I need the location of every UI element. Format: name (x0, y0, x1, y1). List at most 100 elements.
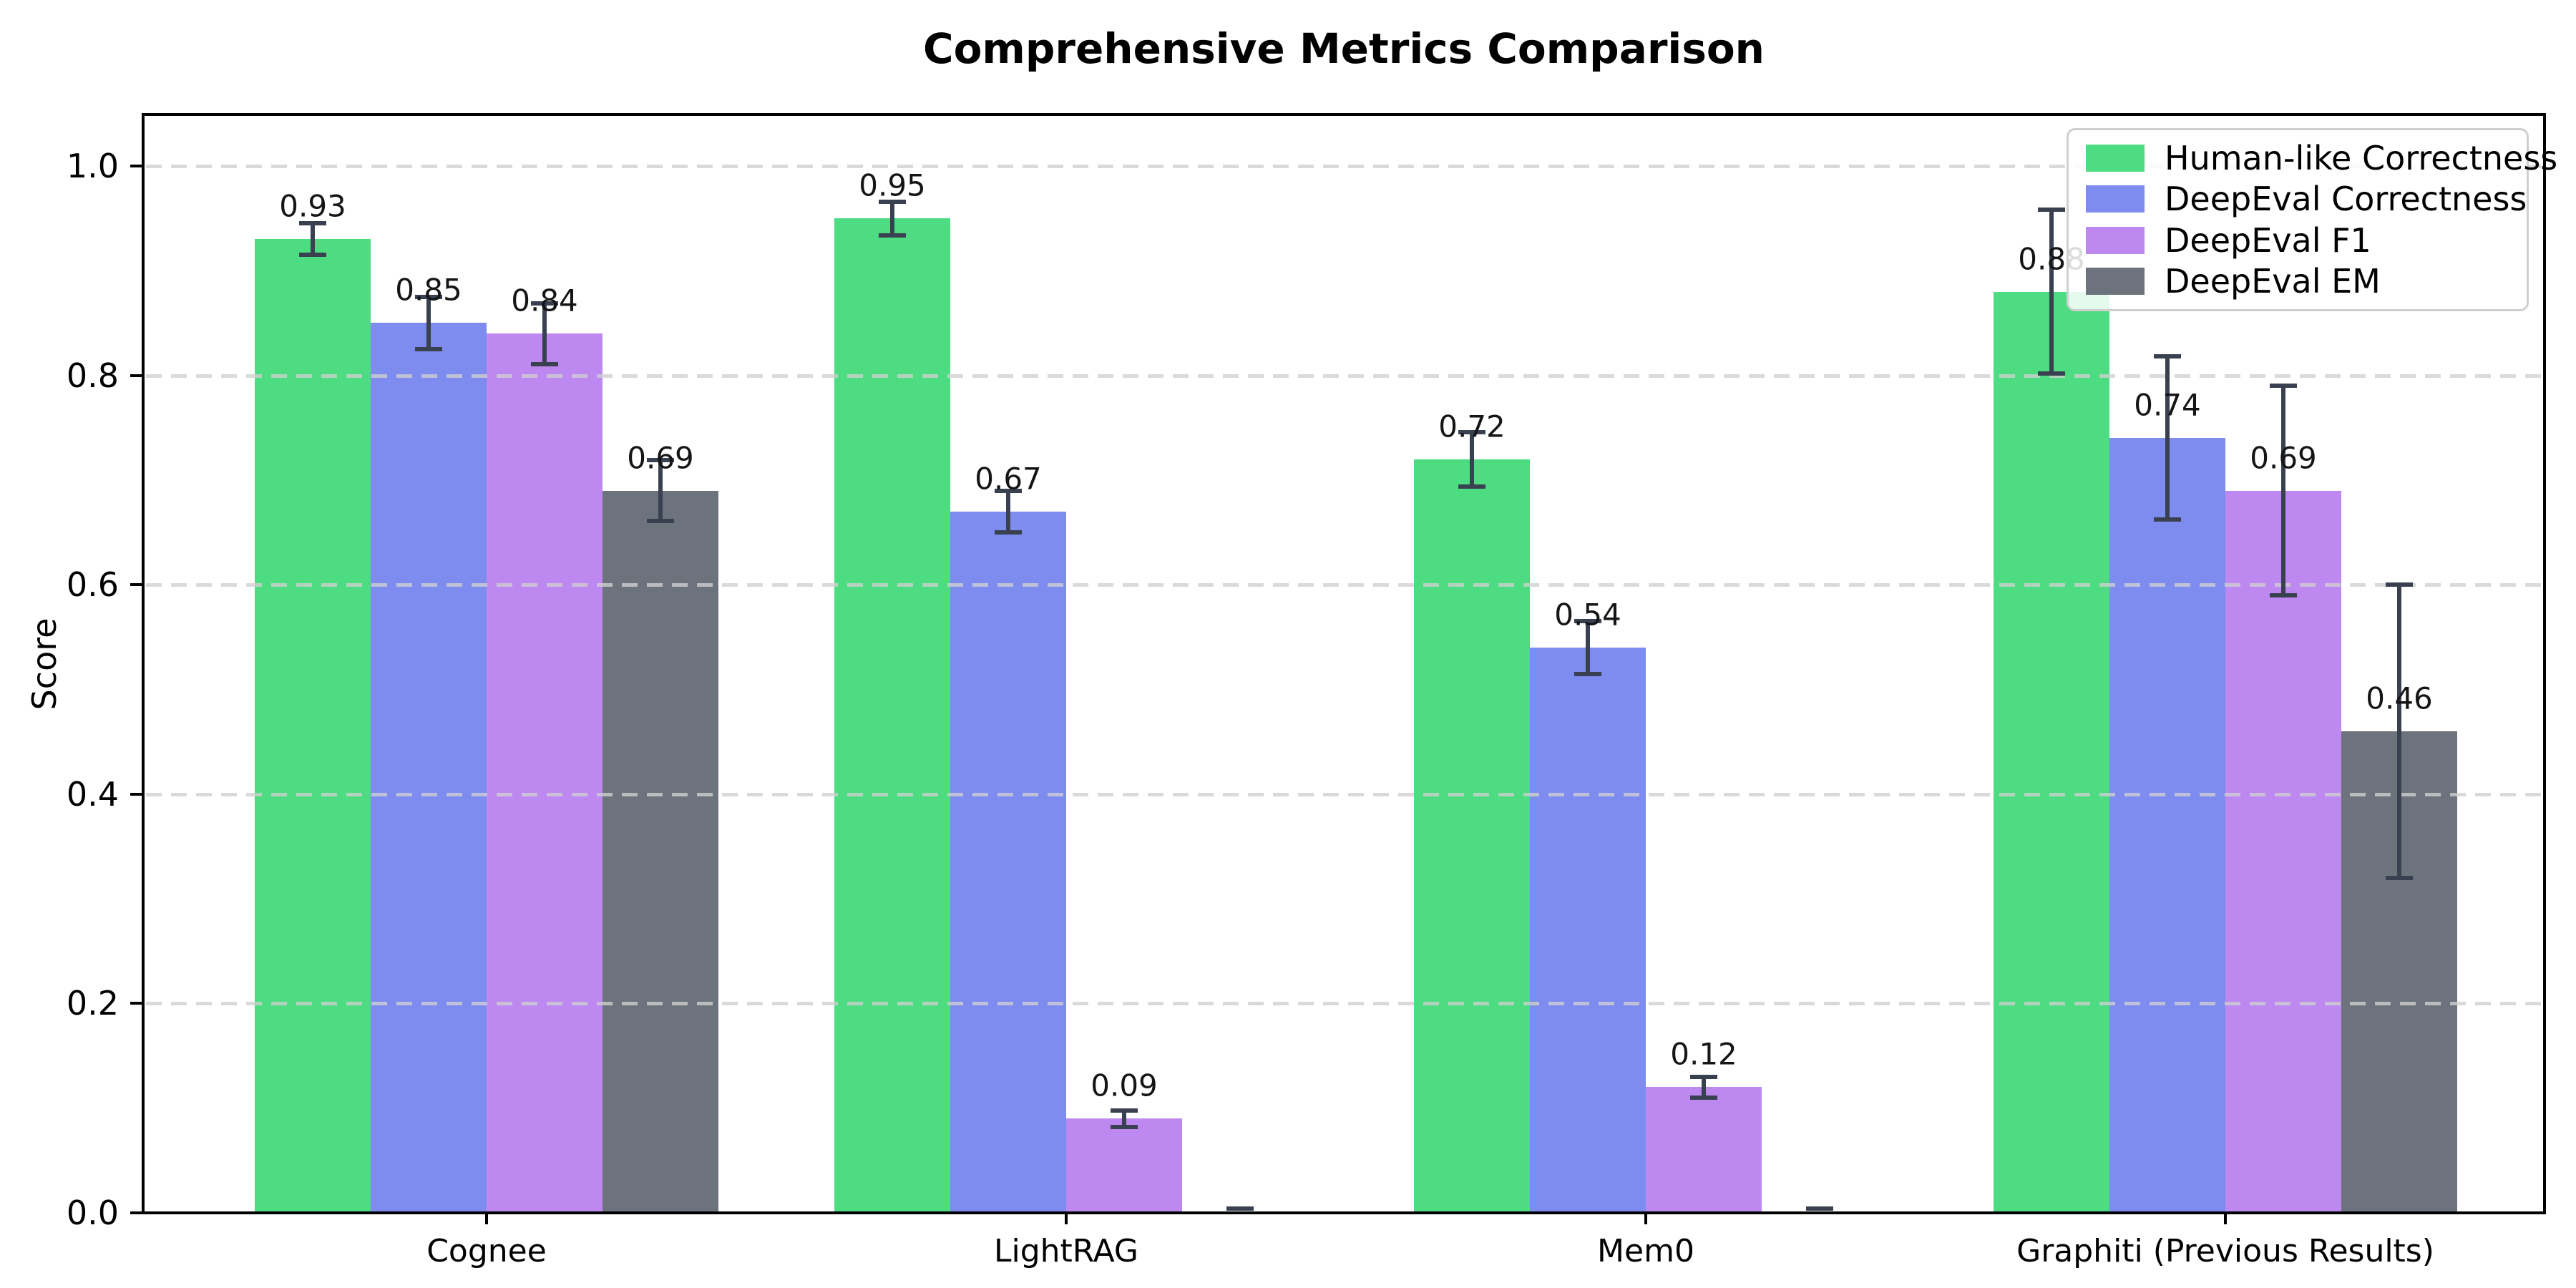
error-bar-cap-top (1574, 619, 1601, 624)
y-tick-mark (130, 792, 143, 796)
error-bar-cap-bottom (2386, 875, 2413, 880)
error-bar-stem (1702, 1076, 1706, 1098)
bar-value-label: 0.85 (395, 272, 462, 308)
x-tick-mark (485, 1213, 488, 1224)
x-tick-label: Mem0 (1597, 1233, 1694, 1269)
error-bar-cap-top (2154, 354, 2181, 359)
gridline (146, 374, 2542, 378)
error-bar-cap-bottom (995, 530, 1022, 535)
y-tick-mark (130, 374, 143, 377)
x-tick-label: Graphiti (Previous Results) (2016, 1233, 2434, 1269)
y-tick-label: 0.8 (66, 356, 119, 395)
chart-title: Comprehensive Metrics Comparison (923, 24, 1765, 73)
x-tick-label: LightRAG (993, 1233, 1139, 1269)
legend: Human-like Correctness DeepEval Correctne… (2067, 128, 2557, 311)
error-bar-cap-bottom (2270, 592, 2297, 597)
legend-swatch (2086, 226, 2145, 254)
y-tick-label: 1.0 (66, 147, 119, 185)
error-bar-stem (1586, 621, 1590, 674)
x-tick-mark (1065, 1213, 1068, 1224)
error-bar-cap-bottom (1690, 1096, 1717, 1101)
axis-spine-right (2543, 113, 2546, 1214)
error-bar-cap-bottom (531, 361, 558, 366)
error-bar-cap-top (415, 294, 442, 299)
gridline (146, 1002, 2542, 1006)
x-tick-label: Cognee (426, 1233, 547, 1269)
bar-value-label: 0.72 (1438, 409, 1506, 444)
legend-label: DeepEval F1 (2165, 220, 2371, 260)
y-tick-mark (130, 583, 143, 587)
bar-value-label: 0.12 (1670, 1036, 1737, 1072)
bar-value-label: 0.46 (2366, 680, 2433, 716)
error-bar-stem (311, 223, 315, 255)
y-tick-label: 0.4 (66, 774, 119, 814)
bar-value-label: 0.74 (2134, 387, 2201, 423)
bar (602, 490, 718, 1213)
error-bar-cap-top (299, 221, 326, 226)
error-bar-cap-bottom (2154, 517, 2181, 522)
bar (1530, 647, 1646, 1213)
error-bar-stem (1470, 431, 1474, 487)
error-bar-cap-top (1458, 429, 1485, 434)
bar (255, 239, 371, 1213)
bar-value-label: 0.69 (2250, 440, 2317, 476)
legend-swatch (2086, 144, 2145, 172)
bar (371, 323, 487, 1213)
error-bar-cap-bottom (1458, 484, 1485, 489)
legend-item: DeepEval F1 (2086, 221, 2509, 260)
bar-value-label: 0.95 (859, 167, 926, 203)
bar (1414, 459, 1530, 1213)
error-bar-stem (426, 296, 431, 350)
error-bar-cap-bottom (415, 347, 442, 352)
gridline (146, 583, 2542, 587)
y-tick-mark (130, 1211, 143, 1214)
gridline (146, 165, 2542, 168)
error-bar-cap-top (879, 199, 906, 204)
bar-value-label: 0.69 (627, 440, 694, 476)
bar (950, 511, 1066, 1213)
bar (2109, 438, 2225, 1213)
x-tick-mark (2224, 1213, 2227, 1224)
error-bar-stem (1122, 1110, 1126, 1128)
bar (1994, 291, 2109, 1213)
bar-value-label: 0.54 (1554, 597, 1621, 633)
y-axis-label: Score (25, 618, 64, 711)
legend-label: DeepEval EM (2165, 262, 2381, 301)
legend-label: Human-like Correctness (2165, 138, 2558, 177)
error-bar-stem (2281, 386, 2285, 595)
error-bar-cap-top (1806, 1206, 1833, 1211)
y-tick-label: 0.2 (66, 984, 119, 1023)
legend-swatch (2086, 185, 2145, 213)
error-bar-cap-bottom (1111, 1125, 1138, 1130)
error-bar-cap-bottom (299, 253, 326, 258)
error-bar-cap-top (531, 301, 558, 306)
bar (1066, 1118, 1182, 1213)
y-tick-mark (130, 1002, 143, 1005)
error-bar-cap-top (2038, 208, 2065, 213)
axis-spine-left (142, 113, 145, 1214)
y-tick-mark (130, 165, 143, 167)
bar (834, 218, 950, 1213)
legend-swatch (2086, 268, 2145, 296)
error-bar-stem (890, 201, 894, 235)
error-bar-cap-bottom (879, 233, 906, 238)
bar (1646, 1087, 1762, 1213)
x-tick-mark (1644, 1213, 1647, 1224)
bar (487, 333, 602, 1213)
error-bar-stem (658, 460, 663, 521)
legend-item: Human-like Correctness (2086, 139, 2557, 177)
error-bar-cap-top (1111, 1108, 1138, 1113)
error-bar-stem (2165, 356, 2170, 520)
error-bar-stem (2397, 585, 2401, 878)
axis-spine-bottom (142, 1211, 2546, 1214)
bar-value-label: 0.93 (279, 188, 346, 224)
legend-item: DeepEval EM (2086, 262, 2509, 301)
bar-value-label: 0.84 (511, 283, 578, 318)
error-bar-cap-top (1690, 1074, 1717, 1079)
error-bar-stem (1006, 490, 1010, 533)
legend-item: DeepEval Correctness (2086, 180, 2527, 218)
gridline (146, 792, 2542, 796)
error-bar-cap-bottom (2038, 371, 2065, 376)
error-bar-stem (2049, 210, 2054, 374)
y-tick-label: 0.6 (66, 565, 119, 605)
